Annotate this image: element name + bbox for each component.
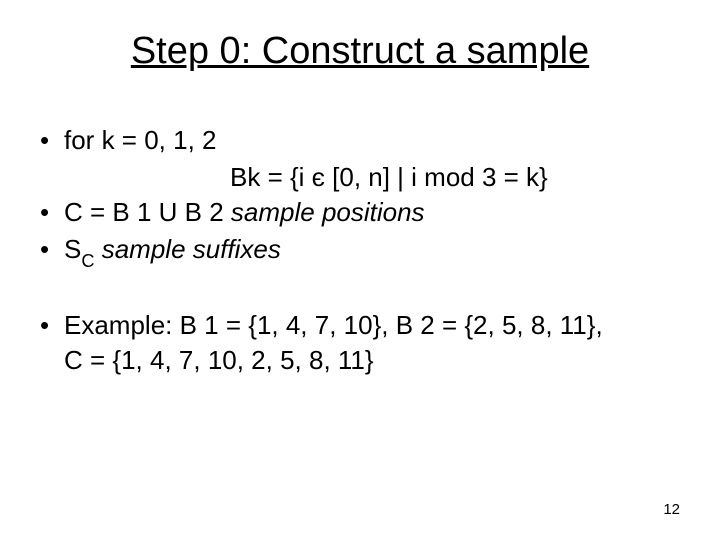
bullet-item-1: • for k = 0, 1, 2: [40, 123, 680, 158]
bullet-marker-icon: •: [40, 232, 52, 271]
bullet-marker-icon: •: [40, 308, 52, 378]
bullet-2-prefix: C = B 1 U B 2: [64, 197, 231, 227]
bullet-1-formula: Bk = {i є [0, n] | i mod 3 = k}: [40, 160, 680, 195]
bullet-3-subscript: C: [81, 251, 94, 271]
bullet-2-italic: sample positions: [231, 197, 425, 227]
bullet-4-line2: C = {1, 4, 7, 10, 2, 5, 8, 11}: [64, 345, 374, 375]
bullet-3-prefix: S: [64, 234, 81, 264]
bullet-3-text: SC sample suffixes: [64, 232, 680, 271]
bullet-4-text: Example: B 1 = {1, 4, 7, 10}, B 2 = {2, …: [64, 308, 680, 378]
bullet-item-3: • SC sample suffixes: [40, 232, 680, 271]
bullet-4-line1: Example: B 1 = {1, 4, 7, 10}, B 2 = {2, …: [64, 310, 603, 340]
bullet-1-text: for k = 0, 1, 2: [64, 123, 680, 158]
slide-content: • for k = 0, 1, 2 Bk = {i є [0, n] | i m…: [40, 123, 680, 378]
page-number: 12: [663, 501, 680, 518]
bullet-marker-icon: •: [40, 195, 52, 230]
bullet-item-4: • Example: B 1 = {1, 4, 7, 10}, B 2 = {2…: [40, 308, 680, 378]
slide-container: Step 0: Construct a sample • for k = 0, …: [0, 0, 720, 540]
bullet-2-text: C = B 1 U B 2 sample positions: [64, 195, 680, 230]
bullet-marker-icon: •: [40, 123, 52, 158]
content-spacer: [40, 273, 680, 308]
bullet-3-italic: sample suffixes: [94, 234, 280, 264]
slide-title: Step 0: Construct a sample: [40, 30, 680, 73]
bullet-item-2: • C = B 1 U B 2 sample positions: [40, 195, 680, 230]
